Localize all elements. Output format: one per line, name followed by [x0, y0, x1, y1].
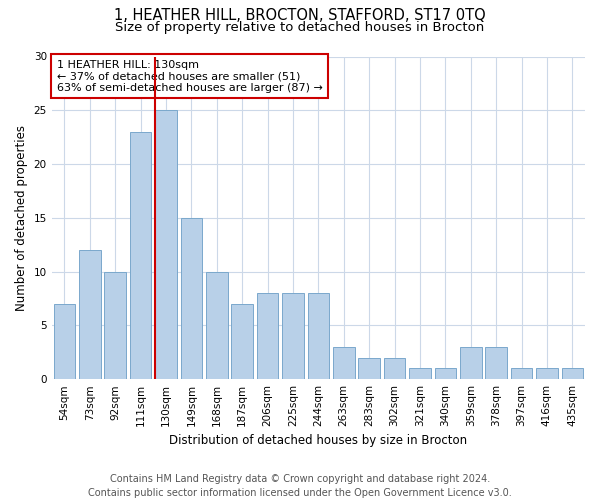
- Y-axis label: Number of detached properties: Number of detached properties: [15, 125, 28, 311]
- Bar: [409, 368, 431, 379]
- Bar: [308, 293, 329, 379]
- Bar: [257, 293, 278, 379]
- Bar: [562, 368, 583, 379]
- Bar: [358, 358, 380, 379]
- Bar: [511, 368, 532, 379]
- Text: 1, HEATHER HILL, BROCTON, STAFFORD, ST17 0TQ: 1, HEATHER HILL, BROCTON, STAFFORD, ST17…: [114, 8, 486, 22]
- Bar: [460, 347, 482, 379]
- Bar: [53, 304, 75, 379]
- Bar: [104, 272, 126, 379]
- Bar: [282, 293, 304, 379]
- Bar: [536, 368, 557, 379]
- Bar: [434, 368, 456, 379]
- Bar: [155, 110, 177, 379]
- Bar: [232, 304, 253, 379]
- Bar: [130, 132, 151, 379]
- Bar: [333, 347, 355, 379]
- Bar: [79, 250, 101, 379]
- X-axis label: Distribution of detached houses by size in Brocton: Distribution of detached houses by size …: [169, 434, 467, 448]
- Bar: [485, 347, 507, 379]
- Bar: [206, 272, 227, 379]
- Bar: [181, 218, 202, 379]
- Text: Size of property relative to detached houses in Brocton: Size of property relative to detached ho…: [115, 21, 485, 34]
- Text: Contains HM Land Registry data © Crown copyright and database right 2024.
Contai: Contains HM Land Registry data © Crown c…: [88, 474, 512, 498]
- Text: 1 HEATHER HILL: 130sqm
← 37% of detached houses are smaller (51)
63% of semi-det: 1 HEATHER HILL: 130sqm ← 37% of detached…: [57, 60, 323, 93]
- Bar: [384, 358, 406, 379]
